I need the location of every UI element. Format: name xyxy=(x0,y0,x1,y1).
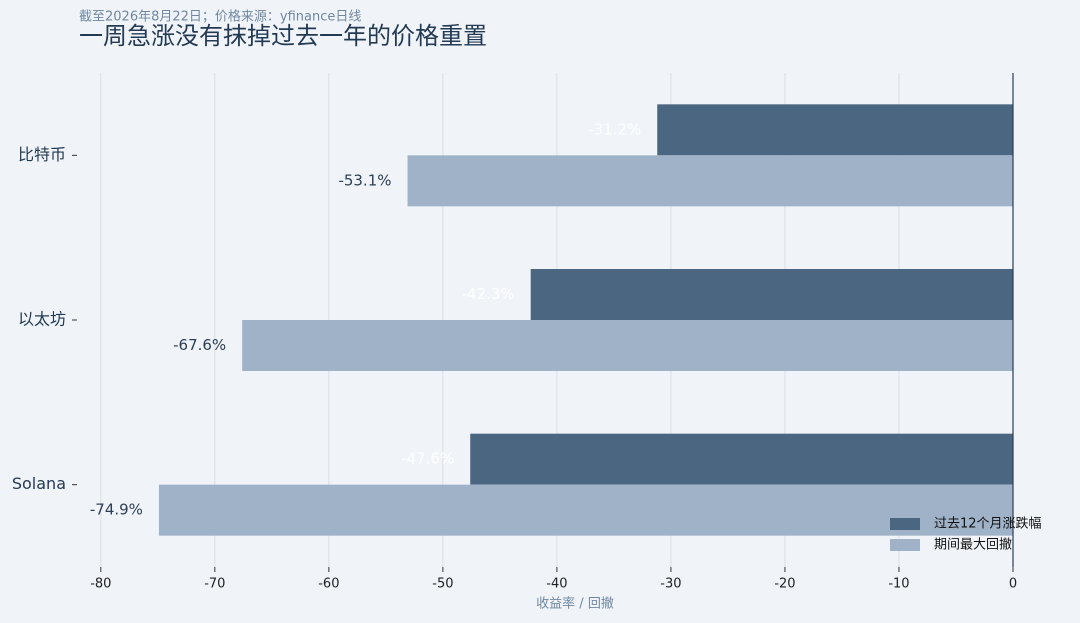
value-label: -42.3% xyxy=(462,285,515,303)
x-tick-label: -60 xyxy=(318,577,339,592)
legend-label: 过去12个月涨跌幅 xyxy=(934,516,1042,532)
x-tick-label: -70 xyxy=(204,577,225,592)
chart-title: 一周急涨没有抹掉过去一年的价格重置 xyxy=(79,22,487,50)
value-label: -74.9% xyxy=(90,501,143,519)
value-label: -31.2% xyxy=(588,120,641,138)
x-tick-label: -20 xyxy=(774,577,795,592)
y-tick-label: 以太坊 xyxy=(18,310,66,329)
y-tick-label: 比特币 xyxy=(18,145,66,164)
bar xyxy=(242,320,1013,371)
x-tick-label: -30 xyxy=(660,577,681,592)
x-axis-label: 收益率 / 回撤 xyxy=(536,596,614,612)
value-label: -53.1% xyxy=(338,171,391,189)
legend-swatch xyxy=(890,539,920,551)
x-tick-label: -50 xyxy=(432,577,453,592)
x-tick-label: 0 xyxy=(1009,577,1017,592)
bars xyxy=(158,104,1013,536)
value-label: -67.6% xyxy=(173,336,226,354)
chart-subtitle: 截至2026年8月22日；价格来源：yfinance日线 xyxy=(79,9,361,25)
x-tick-label: -40 xyxy=(546,577,567,592)
bar xyxy=(158,484,1013,536)
x-tick-label: -10 xyxy=(888,577,909,592)
bar xyxy=(470,433,1013,485)
bar xyxy=(657,104,1013,156)
legend-swatch xyxy=(890,518,920,530)
labels: 比特币 -31.2% -53.1% 以太坊 -42.3% -67.6% Solana -47.… xyxy=(12,73,1042,567)
value-label: -47.6% xyxy=(401,450,454,468)
bar xyxy=(530,269,1013,320)
bar xyxy=(407,155,1013,207)
legend-label: 期间最大回撤 xyxy=(934,537,1012,553)
y-tick-label: Solana xyxy=(12,474,66,493)
x-tick-label: -80 xyxy=(90,577,111,592)
